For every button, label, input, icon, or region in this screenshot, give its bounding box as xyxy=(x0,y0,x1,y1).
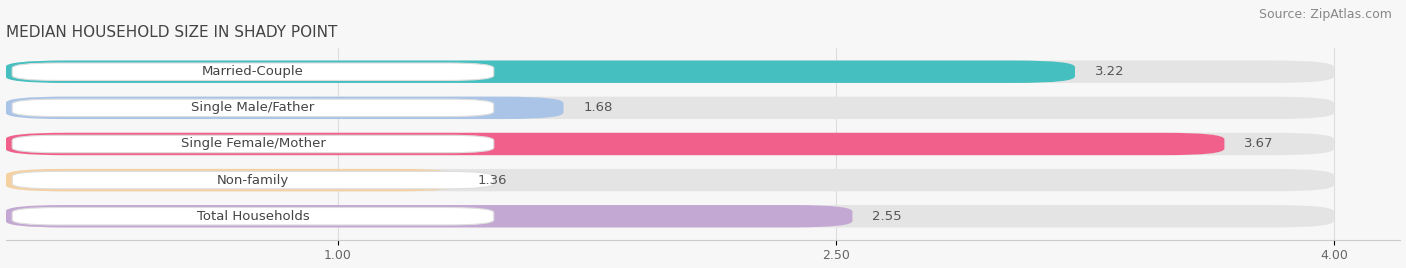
Text: Single Female/Mother: Single Female/Mother xyxy=(180,137,325,150)
Text: Source: ZipAtlas.com: Source: ZipAtlas.com xyxy=(1258,8,1392,21)
FancyBboxPatch shape xyxy=(6,133,1225,155)
FancyBboxPatch shape xyxy=(6,61,1076,83)
Text: 1.36: 1.36 xyxy=(477,174,506,187)
FancyBboxPatch shape xyxy=(6,169,1334,191)
Text: Non-family: Non-family xyxy=(217,174,290,187)
Text: 3.22: 3.22 xyxy=(1095,65,1125,78)
FancyBboxPatch shape xyxy=(6,205,852,228)
FancyBboxPatch shape xyxy=(6,169,457,191)
FancyBboxPatch shape xyxy=(6,97,564,119)
FancyBboxPatch shape xyxy=(13,207,494,225)
FancyBboxPatch shape xyxy=(13,171,494,189)
FancyBboxPatch shape xyxy=(13,63,494,80)
Text: Single Male/Father: Single Male/Father xyxy=(191,101,315,114)
FancyBboxPatch shape xyxy=(13,99,494,117)
Text: MEDIAN HOUSEHOLD SIZE IN SHADY POINT: MEDIAN HOUSEHOLD SIZE IN SHADY POINT xyxy=(6,25,337,40)
FancyBboxPatch shape xyxy=(6,205,1334,228)
Text: 3.67: 3.67 xyxy=(1244,137,1274,150)
FancyBboxPatch shape xyxy=(6,133,1334,155)
FancyBboxPatch shape xyxy=(13,135,494,153)
Text: Total Households: Total Households xyxy=(197,210,309,223)
Text: 1.68: 1.68 xyxy=(583,101,613,114)
FancyBboxPatch shape xyxy=(6,97,1334,119)
Text: Married-Couple: Married-Couple xyxy=(202,65,304,78)
Text: 2.55: 2.55 xyxy=(872,210,903,223)
FancyBboxPatch shape xyxy=(6,61,1334,83)
